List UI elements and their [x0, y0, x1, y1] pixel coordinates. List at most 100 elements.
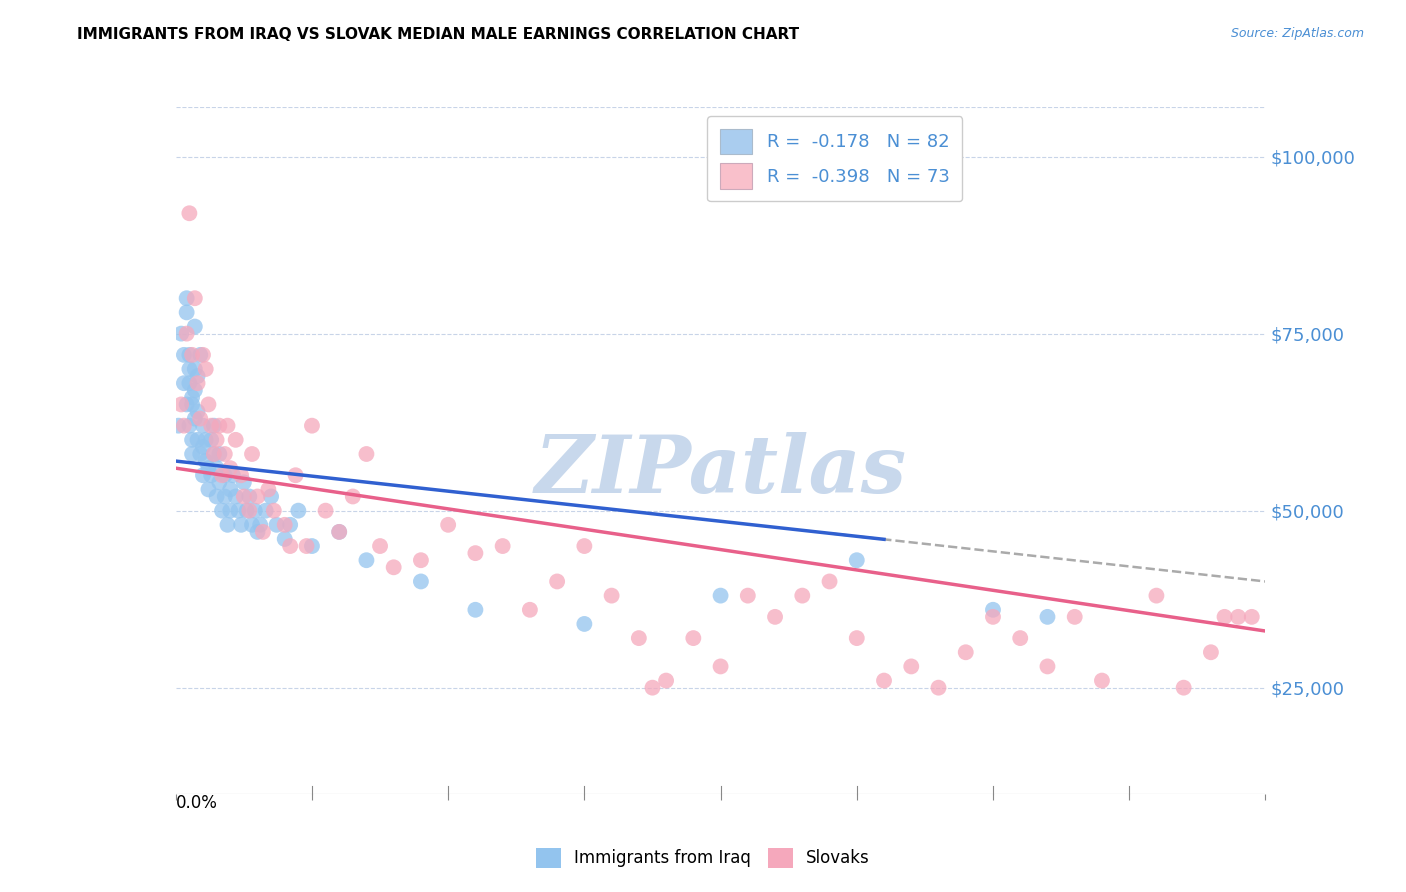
Point	[252, 524, 274, 539]
Point	[710, 589, 733, 603]
Point	[955, 645, 977, 659]
Point	[246, 490, 269, 504]
Legend: Immigrants from Iraq, Slovaks: Immigrants from Iraq, Slovaks	[529, 841, 877, 875]
Point	[194, 454, 217, 468]
Point	[928, 681, 950, 695]
Point	[1063, 610, 1085, 624]
Point	[342, 490, 364, 504]
Point	[356, 447, 378, 461]
Point	[710, 659, 733, 673]
Point	[181, 348, 204, 362]
Point	[315, 503, 337, 517]
Point	[301, 418, 323, 433]
Point	[214, 468, 236, 483]
Point	[170, 397, 193, 411]
Point	[181, 433, 204, 447]
Point	[246, 524, 269, 539]
Point	[1036, 659, 1059, 673]
Point	[278, 517, 301, 532]
Point	[194, 433, 217, 447]
Point	[214, 490, 236, 504]
Point	[179, 362, 201, 376]
Text: 0.0%: 0.0%	[176, 794, 218, 812]
Point	[437, 517, 460, 532]
Point	[217, 418, 239, 433]
Point	[1227, 610, 1250, 624]
Point	[197, 483, 219, 497]
Point	[205, 461, 228, 475]
Point	[238, 503, 260, 517]
Point	[1144, 589, 1167, 603]
Point	[225, 433, 247, 447]
Point	[179, 206, 201, 220]
Point	[295, 539, 318, 553]
Point	[219, 483, 242, 497]
Point	[205, 433, 228, 447]
Point	[266, 517, 288, 532]
Point	[845, 553, 868, 567]
Point	[205, 490, 228, 504]
Point	[600, 589, 623, 603]
Point	[792, 589, 814, 603]
Point	[328, 524, 350, 539]
Point	[179, 376, 201, 391]
Text: IMMIGRANTS FROM IRAQ VS SLOVAK MEDIAN MALE EARNINGS CORRELATION CHART: IMMIGRANTS FROM IRAQ VS SLOVAK MEDIAN MA…	[77, 27, 800, 42]
Point	[197, 397, 219, 411]
Point	[641, 681, 664, 695]
Point	[186, 376, 209, 391]
Point	[1240, 610, 1263, 624]
Point	[211, 503, 233, 517]
Point	[981, 610, 1004, 624]
Point	[200, 468, 222, 483]
Point	[173, 376, 195, 391]
Point	[243, 503, 266, 517]
Point	[184, 411, 207, 425]
Point	[176, 397, 198, 411]
Point	[238, 490, 260, 504]
Point	[184, 362, 207, 376]
Point	[191, 468, 214, 483]
Point	[900, 659, 922, 673]
Point	[167, 418, 190, 433]
Point	[186, 404, 209, 418]
Point	[217, 517, 239, 532]
Point	[546, 574, 568, 589]
Point	[181, 447, 204, 461]
Point	[200, 418, 222, 433]
Point	[184, 319, 207, 334]
Point	[981, 603, 1004, 617]
Point	[232, 475, 254, 490]
Point	[1036, 610, 1059, 624]
Point	[184, 384, 207, 398]
Point	[240, 517, 263, 532]
Point	[287, 503, 309, 517]
Point	[763, 610, 786, 624]
Point	[409, 574, 432, 589]
Point	[191, 418, 214, 433]
Point	[492, 539, 515, 553]
Point	[409, 553, 432, 567]
Point	[232, 490, 254, 504]
Point	[202, 447, 225, 461]
Point	[184, 291, 207, 305]
Point	[818, 574, 841, 589]
Text: Source: ZipAtlas.com: Source: ZipAtlas.com	[1230, 27, 1364, 40]
Point	[328, 524, 350, 539]
Point	[845, 631, 868, 645]
Point	[188, 447, 211, 461]
Point	[464, 603, 486, 617]
Point	[179, 418, 201, 433]
Point	[191, 440, 214, 454]
Point	[179, 348, 201, 362]
Point	[219, 503, 242, 517]
Point	[208, 418, 231, 433]
Point	[231, 468, 253, 483]
Point	[208, 475, 231, 490]
Point	[173, 348, 195, 362]
Point	[682, 631, 704, 645]
Point	[260, 490, 283, 504]
Point	[235, 503, 257, 517]
Point	[356, 553, 378, 567]
Legend: R =  -0.178   N = 82, R =  -0.398   N = 73: R = -0.178 N = 82, R = -0.398 N = 73	[707, 116, 962, 202]
Point	[208, 447, 231, 461]
